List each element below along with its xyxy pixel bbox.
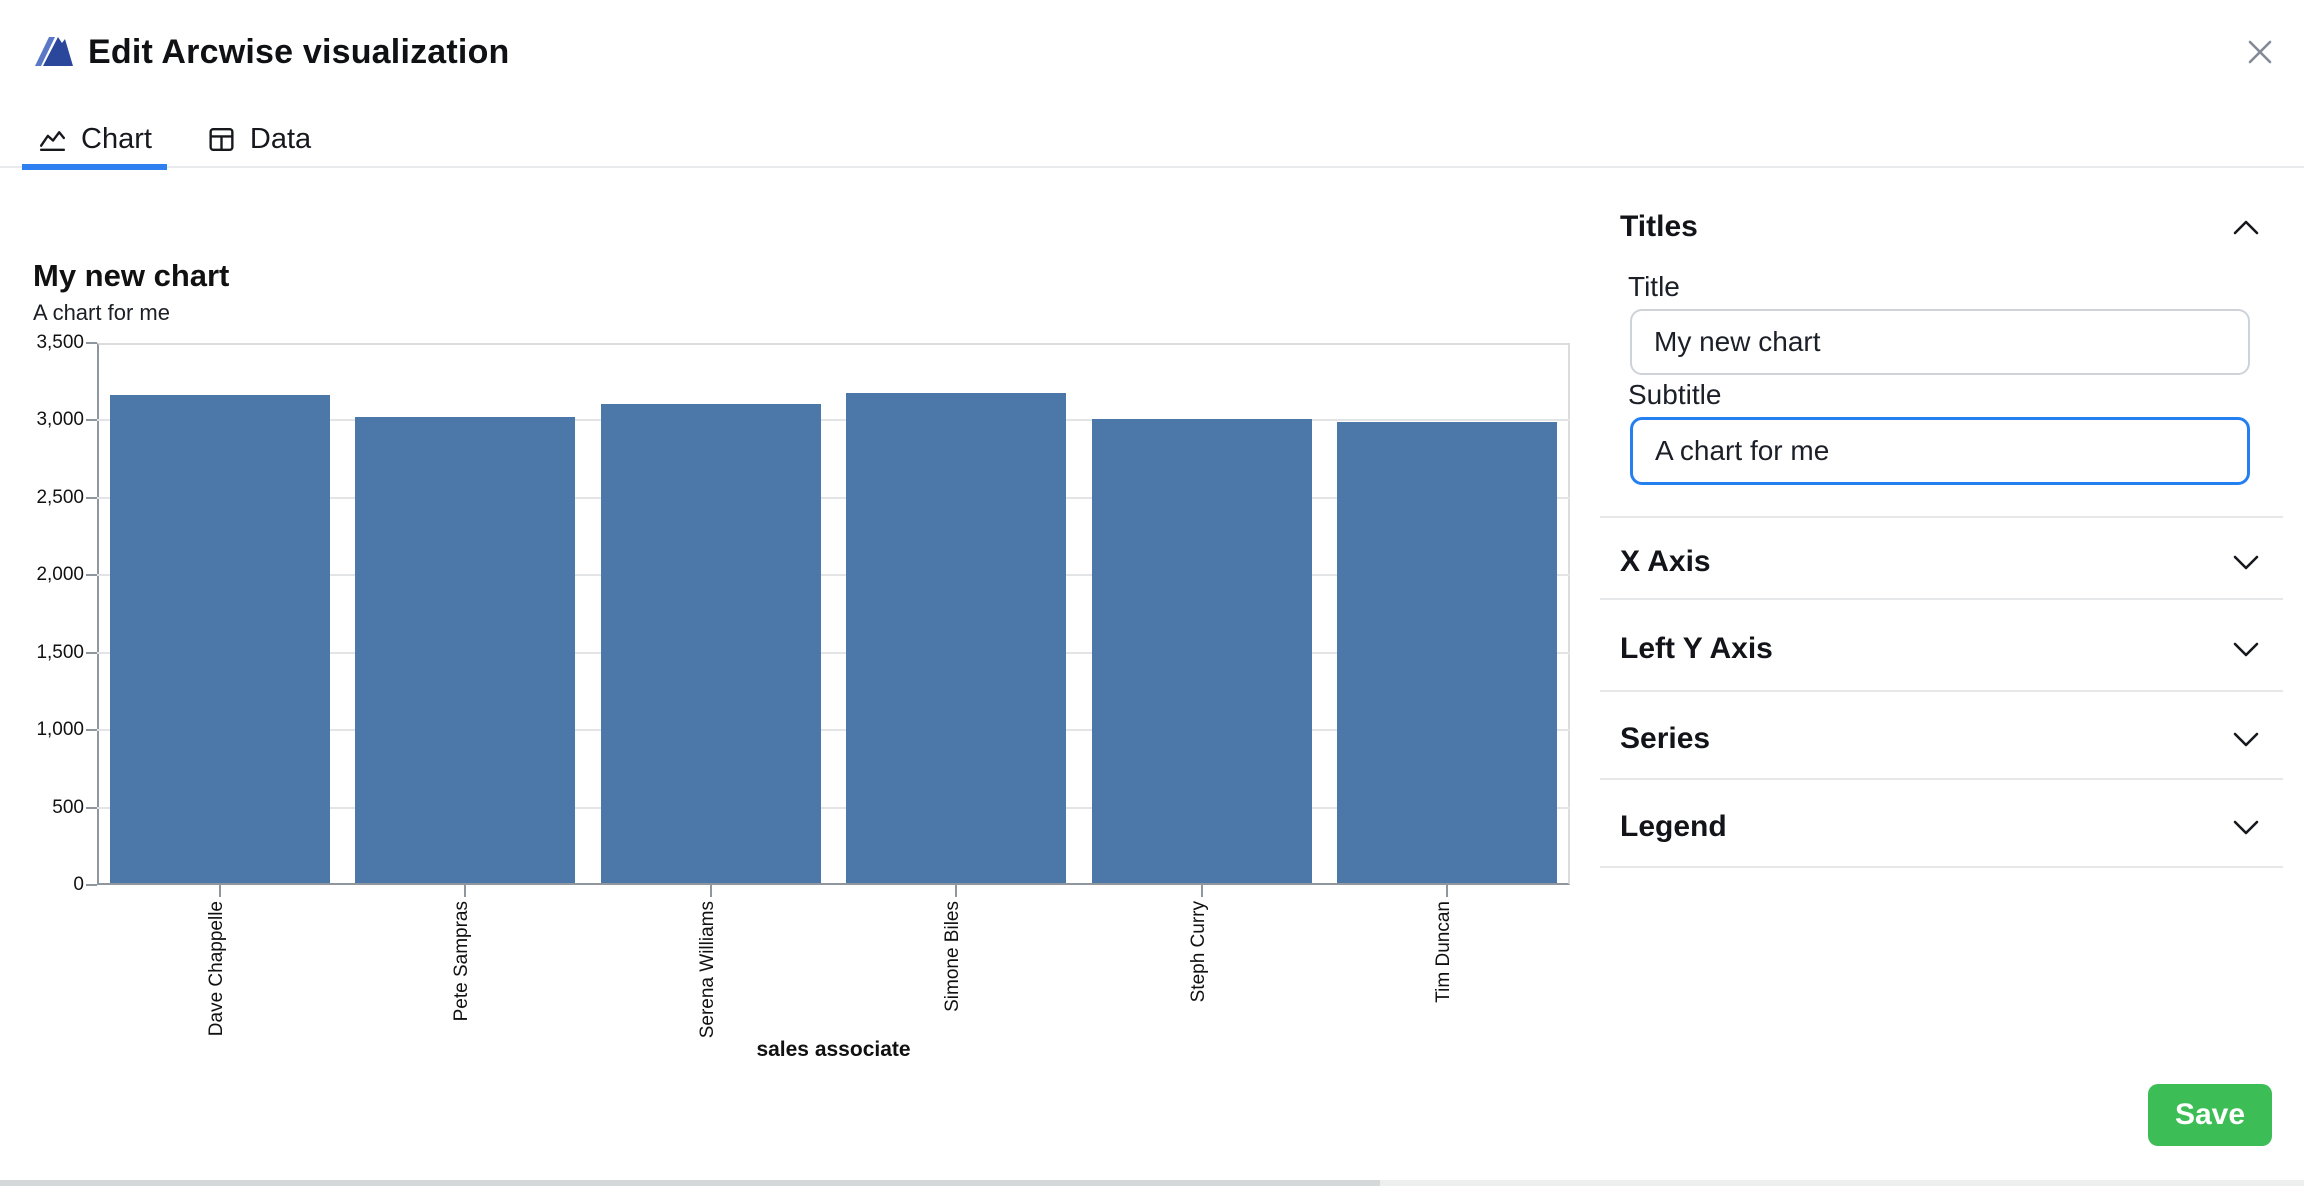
y-gridline [97, 574, 1570, 577]
y-axis-tick [86, 496, 97, 499]
section-label-titles: Titles [1620, 210, 1698, 243]
y-axis-label: 500 [52, 796, 84, 818]
x-axis-tick [464, 885, 466, 897]
y-axis-tick [86, 574, 97, 577]
section-header-legend[interactable]: Legend [1600, 780, 2283, 868]
y-axis-tick [86, 342, 97, 344]
x-category-label: Pete Sampras [451, 901, 472, 1022]
chart-title: My new chart [33, 258, 230, 293]
x-axis-title: sales associate [756, 1038, 911, 1061]
section-label-x-axis: X Axis [1620, 545, 1711, 578]
section-label-series: Series [1620, 722, 1711, 755]
section-label-left-y-axis: Left Y Axis [1620, 632, 1773, 665]
y-axis-label: 3,000 [36, 409, 84, 431]
y-axis-label: 0 [73, 874, 84, 895]
bar-1 [355, 417, 575, 883]
chevron-down-icon [2233, 555, 2259, 569]
x-axis-tick [955, 885, 957, 897]
plot-area [97, 343, 1570, 885]
section-header-titles[interactable]: Titles [1600, 196, 2283, 250]
chart-tab-icon [39, 130, 66, 151]
tab-bar: Chart Data [0, 112, 2304, 170]
section-header-left-y-axis[interactable]: Left Y Axis [1600, 600, 2283, 692]
y-gridline [97, 419, 1570, 422]
subtitle-field-label: Subtitle [1628, 379, 1722, 410]
y-axis-label: 1,000 [36, 719, 84, 741]
x-axis-tick [710, 885, 712, 897]
chevron-up-icon [2233, 220, 2259, 234]
y-gridline [97, 806, 1570, 809]
x-axis-tick [219, 885, 221, 897]
chart-subtitle: A chart for me [33, 300, 170, 325]
title-field-label: Title [1628, 271, 1680, 302]
x-category-label: Serena Williams [697, 901, 718, 1039]
y-axis-tick [86, 419, 97, 422]
x-category-label: Dave Chappelle [206, 901, 227, 1037]
bar-0 [110, 395, 330, 883]
arcwise-logo-icon [35, 37, 73, 66]
x-axis-tick [1446, 885, 1448, 897]
section-divider [1600, 516, 2283, 518]
y-axis-label: 2,500 [36, 486, 84, 508]
tab-chart-label: Chart [81, 122, 152, 155]
bar-3 [846, 393, 1066, 883]
tab-chart[interactable]: Chart [22, 112, 167, 170]
horizontal-scrollbar-thumb[interactable] [0, 1180, 1380, 1186]
bar-4 [1092, 419, 1312, 883]
y-axis-label: 1,500 [36, 641, 84, 663]
section-header-x-axis[interactable]: X Axis [1600, 518, 2283, 600]
section-label-legend: Legend [1620, 810, 1727, 843]
chevron-down-icon [2233, 820, 2259, 834]
bar-2 [601, 404, 821, 883]
tab-data[interactable]: Data [191, 112, 326, 166]
y-gridline [97, 729, 1570, 732]
y-axis-tick [86, 884, 97, 886]
x-category-label: Tim Duncan [1433, 901, 1454, 1003]
x-axis-tick [1201, 885, 1203, 897]
y-axis-tick [86, 651, 97, 654]
data-tab-icon [209, 127, 234, 151]
y-axis-label: 3,500 [36, 332, 84, 353]
modal-header: Edit Arcwise visualization [0, 0, 2304, 112]
subtitle-input[interactable] [1630, 417, 2250, 485]
x-category-label: Steph Curry [1188, 901, 1209, 1003]
chevron-down-icon [2233, 642, 2259, 656]
chevron-down-icon [2233, 732, 2259, 746]
page-title: Edit Arcwise visualization [88, 33, 510, 71]
y-axis-tick [86, 729, 97, 732]
y-gridline [97, 651, 1570, 654]
section-header-series[interactable]: Series [1600, 692, 2283, 780]
tab-data-label: Data [249, 122, 312, 155]
y-axis-label: 2,000 [36, 564, 84, 586]
y-gridline [97, 496, 1570, 499]
x-category-label: Simone Biles [942, 901, 963, 1012]
title-input[interactable] [1630, 309, 2250, 375]
close-icon[interactable] [2238, 30, 2282, 74]
y-axis-tick [86, 806, 97, 809]
bar-5 [1337, 422, 1557, 883]
save-button[interactable]: Save [2148, 1084, 2272, 1146]
